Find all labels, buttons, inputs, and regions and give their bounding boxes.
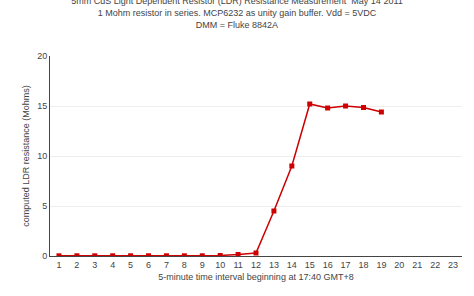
svg-text:15: 15: [305, 260, 315, 270]
svg-text:8: 8: [182, 260, 187, 270]
svg-text:9: 9: [200, 260, 205, 270]
svg-text:20: 20: [394, 260, 404, 270]
svg-text:23: 23: [448, 260, 458, 270]
svg-text:5-minute time interval beginni: 5-minute time interval beginning at 17:4…: [158, 272, 353, 282]
svg-text:10: 10: [215, 260, 225, 270]
svg-text:5: 5: [42, 201, 47, 211]
svg-text:11: 11: [233, 260, 242, 270]
svg-text:20: 20: [37, 51, 47, 61]
svg-text:7: 7: [164, 260, 169, 270]
svg-text:5mm CdS Light Dependent Resist: 5mm CdS Light Dependent Resistor (LDR) R…: [71, 0, 402, 30]
svg-text:5: 5: [128, 260, 133, 270]
svg-text:2: 2: [74, 260, 79, 270]
svg-text:0: 0: [42, 251, 47, 261]
svg-text:4: 4: [110, 260, 115, 270]
svg-text:21: 21: [412, 260, 422, 270]
svg-text:12: 12: [251, 260, 261, 270]
svg-text:14: 14: [287, 260, 297, 270]
svg-text:16: 16: [323, 260, 333, 270]
svg-text:1: 1: [56, 260, 61, 270]
svg-text:17: 17: [341, 260, 351, 270]
svg-text:13: 13: [269, 260, 279, 270]
svg-text:10: 10: [37, 151, 47, 161]
svg-text:computed LDR resistance (Mohms: computed LDR resistance (Mohms): [21, 85, 31, 227]
svg-text:22: 22: [430, 260, 440, 270]
svg-text:15: 15: [37, 101, 47, 111]
svg-text:18: 18: [358, 260, 368, 270]
svg-text:3: 3: [92, 260, 97, 270]
svg-text:19: 19: [376, 260, 386, 270]
svg-text:6: 6: [146, 260, 151, 270]
